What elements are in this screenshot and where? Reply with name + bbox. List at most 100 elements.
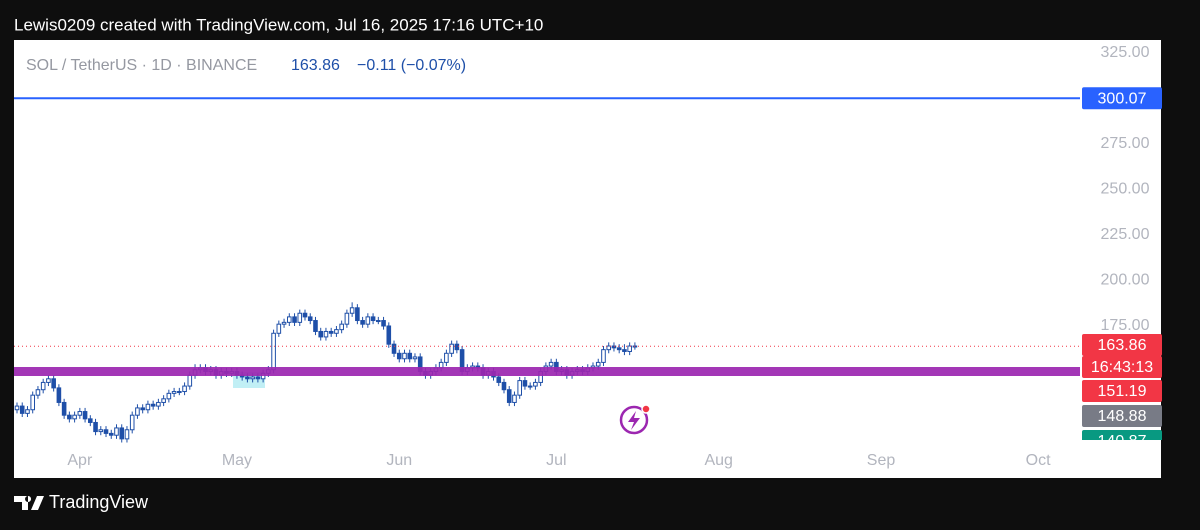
- candle-body: [381, 320, 386, 327]
- price-label: 151.19: [1098, 383, 1147, 400]
- x-tick-label: Aug: [704, 452, 732, 469]
- candle-body: [297, 312, 303, 323]
- candle-body: [25, 409, 30, 414]
- candle-body: [98, 429, 104, 433]
- candle-body: [533, 381, 538, 387]
- countdown-label-box: [1082, 356, 1162, 378]
- x-tick-label: May: [222, 452, 252, 469]
- alert-icon: [619, 404, 651, 435]
- candle-body: [595, 361, 601, 367]
- candle-body: [135, 407, 140, 416]
- y-tick-label: 275.00: [1101, 135, 1150, 152]
- candle-body: [501, 381, 507, 391]
- candle-body: [271, 332, 276, 371]
- candle-body: [344, 312, 350, 325]
- candle-body: [187, 374, 193, 387]
- price-labels: 300.07 163.86 16:43:13 151.19 148.88 140.87: [1082, 87, 1162, 440]
- candle-body: [627, 345, 632, 352]
- x-tick-label: Apr: [67, 452, 93, 469]
- candle-body: [360, 320, 365, 325]
- candle-body: [286, 316, 292, 323]
- candle-body: [82, 411, 88, 420]
- candle-body: [365, 316, 371, 325]
- candle-body: [77, 411, 83, 416]
- candle-body: [40, 381, 46, 391]
- last-price: 163.86: [291, 57, 340, 74]
- candle-body: [616, 347, 622, 351]
- header: Lewis0209 created with TradingView.com, …: [14, 15, 543, 34]
- candle-body: [67, 414, 72, 420]
- y-tick-label: 200.00: [1101, 272, 1150, 289]
- candle-body: [522, 380, 528, 387]
- candle-body: [548, 361, 554, 367]
- x-tick-label: Jul: [546, 452, 566, 469]
- candle-body: [313, 320, 318, 332]
- candle-body: [339, 323, 344, 331]
- candle-body: [119, 427, 125, 440]
- footer-logo: [14, 496, 44, 510]
- candle-body: [255, 376, 261, 380]
- candle-body: [150, 403, 156, 407]
- candle-body: [46, 378, 51, 383]
- candle-body: [512, 394, 517, 403]
- candle-body: [103, 429, 109, 434]
- candle-body: [56, 387, 62, 403]
- candle-body: [444, 352, 449, 363]
- line-price-label: 300.07: [1098, 91, 1147, 108]
- x-tick-label: Oct: [1026, 452, 1051, 469]
- candle-body: [386, 325, 392, 345]
- candle-body: [250, 376, 255, 380]
- candle-body: [407, 352, 413, 360]
- y-tick-label: 175.00: [1101, 317, 1150, 334]
- price-label-box: [1082, 405, 1162, 427]
- candle-body: [114, 427, 119, 436]
- candle-body: [145, 403, 151, 411]
- candle-body: [19, 405, 25, 414]
- price-label: 148.88: [1098, 408, 1147, 425]
- y-tick-label: 225.00: [1101, 226, 1150, 243]
- candle-body: [72, 414, 77, 420]
- plot-area: [14, 97, 1080, 443]
- price-change: −0.11 (−0.07%): [357, 57, 466, 74]
- candle-body: [402, 352, 407, 360]
- candle-body: [506, 389, 512, 403]
- candle-body: [349, 307, 355, 314]
- candle-body: [161, 398, 166, 403]
- candle-body: [129, 414, 135, 431]
- candle-body: [88, 418, 93, 423]
- candle-body: [156, 401, 161, 407]
- candle-body: [171, 391, 177, 394]
- x-tick-label: Sep: [867, 452, 896, 469]
- candle-body: [14, 405, 20, 411]
- candle-body: [61, 401, 67, 416]
- candle-body: [601, 349, 606, 363]
- countdown-label: 16:43:13: [1091, 359, 1153, 376]
- x-tick-label: Jun: [386, 452, 412, 469]
- y-tick-label: 250.00: [1101, 181, 1150, 198]
- last-price-label-box: [1082, 334, 1162, 356]
- footer-brand: TradingView: [49, 492, 149, 512]
- candle-body: [611, 345, 617, 349]
- candle-body: [140, 407, 145, 411]
- symbol: SOL / TetherUS · 1D · BINANCE: [26, 57, 257, 74]
- candle-body: [454, 343, 460, 351]
- candle-body: [108, 432, 114, 436]
- candle-body: [182, 385, 187, 393]
- chart-panel: [14, 40, 1161, 478]
- candle-body: [245, 376, 250, 380]
- price-label-box: [1082, 380, 1162, 402]
- candle-body: [328, 330, 334, 334]
- price-label-box: [1082, 430, 1162, 440]
- candle-body: [318, 330, 324, 338]
- candle-body: [166, 392, 172, 400]
- y-tick-label: 325.00: [1101, 44, 1150, 61]
- candle-body: [496, 376, 502, 383]
- candle-body: [51, 378, 56, 389]
- candle-body: [177, 391, 182, 394]
- candle-body: [396, 352, 402, 360]
- candle-body: [334, 329, 339, 334]
- candle-body: [276, 323, 282, 334]
- candle-body: [124, 429, 130, 440]
